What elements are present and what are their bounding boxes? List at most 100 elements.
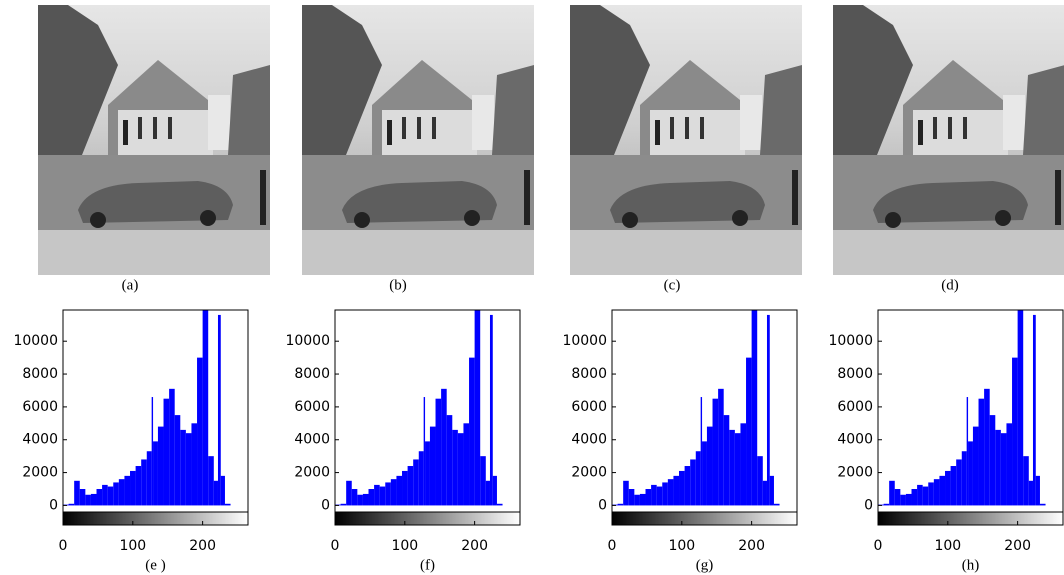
histogram-bar bbox=[939, 475, 946, 506]
histogram bbox=[612, 310, 780, 506]
x-tick-label: 200 bbox=[738, 538, 765, 554]
x-tick-label: 0 bbox=[331, 538, 340, 554]
y-tick-label: 10000 bbox=[562, 333, 607, 349]
histogram-bar bbox=[90, 493, 97, 506]
histogram-bar bbox=[905, 493, 912, 506]
histogram-bar bbox=[174, 415, 181, 506]
x-tick-label: 0 bbox=[608, 538, 617, 554]
histogram-bar bbox=[113, 482, 119, 506]
histogram-bar bbox=[679, 470, 685, 506]
histogram-bar bbox=[917, 484, 923, 506]
histogram-bar bbox=[480, 456, 486, 506]
y-tick-label: 2000 bbox=[837, 465, 873, 481]
histogram-bar bbox=[995, 429, 1001, 506]
histogram-bar bbox=[457, 433, 464, 506]
histogram-bar bbox=[146, 451, 152, 506]
image-caption: (d) bbox=[941, 277, 959, 293]
x-tick-label: 100 bbox=[934, 538, 961, 554]
histogram-bar bbox=[157, 426, 164, 506]
x-tick-label: 200 bbox=[1004, 538, 1031, 554]
histogram-bar bbox=[762, 480, 767, 506]
histogram-bar bbox=[474, 310, 481, 506]
histogram-bar bbox=[766, 314, 770, 506]
image-caption: (b) bbox=[389, 277, 407, 293]
histogram-bar bbox=[1012, 357, 1018, 506]
photo-d bbox=[833, 5, 1064, 275]
histogram-bar bbox=[956, 459, 962, 506]
histogram-bar bbox=[379, 486, 386, 506]
histogram-bar bbox=[220, 475, 225, 506]
y-tick-label: 6000 bbox=[837, 399, 873, 415]
y-tick-label: 4000 bbox=[22, 432, 58, 448]
histogram-bar bbox=[435, 398, 442, 506]
histogram-bar bbox=[118, 479, 125, 506]
y-tick-label: 10000 bbox=[13, 333, 58, 349]
histogram-bar bbox=[645, 489, 652, 506]
x-tick-label: 0 bbox=[59, 538, 68, 554]
colorbar bbox=[62, 511, 249, 526]
histogram-bar bbox=[639, 493, 646, 506]
histogram-bar bbox=[922, 486, 929, 506]
histogram-bar bbox=[357, 494, 363, 506]
histogram-bar bbox=[773, 503, 780, 506]
x-tick-label: 100 bbox=[119, 538, 146, 554]
y-tick-label: 2000 bbox=[294, 465, 330, 481]
histogram-bar bbox=[900, 494, 906, 506]
histogram-bar bbox=[452, 429, 458, 506]
image-caption: (a) bbox=[122, 277, 139, 293]
histogram-bar bbox=[667, 479, 674, 506]
histogram-bar bbox=[634, 494, 640, 506]
histogram-bar bbox=[407, 466, 414, 506]
y-tick-label: 8000 bbox=[22, 366, 58, 382]
histogram-bar bbox=[390, 479, 397, 506]
histogram-bar bbox=[989, 415, 996, 506]
histogram-bar bbox=[911, 489, 918, 506]
histogram-bar bbox=[85, 494, 91, 506]
histogram-bar bbox=[972, 426, 979, 506]
chart-caption: (f) bbox=[420, 557, 435, 573]
y-tick-label: 6000 bbox=[22, 399, 58, 415]
histogram-bar bbox=[933, 479, 940, 506]
histogram-bar bbox=[684, 466, 691, 506]
histogram-bar bbox=[202, 310, 209, 506]
histogram bbox=[335, 310, 503, 506]
histogram-bar bbox=[617, 503, 624, 506]
histogram-bar bbox=[700, 397, 703, 506]
histogram-bar bbox=[723, 415, 730, 506]
histogram-bar bbox=[706, 426, 713, 506]
y-tick-label: 4000 bbox=[837, 432, 873, 448]
histogram-bar bbox=[153, 441, 158, 506]
colorbar bbox=[611, 511, 798, 526]
histogram-bar bbox=[469, 357, 475, 506]
histogram-bar bbox=[690, 459, 696, 506]
y-tick-label: 0 bbox=[864, 497, 873, 513]
x-tick-label: 200 bbox=[461, 538, 488, 554]
y-tick-label: 6000 bbox=[571, 399, 607, 415]
photo-b bbox=[302, 5, 534, 275]
histogram-bar bbox=[74, 480, 80, 506]
histogram-bar bbox=[695, 451, 701, 506]
image-caption: (c) bbox=[664, 277, 681, 293]
y-tick-label: 10000 bbox=[828, 333, 873, 349]
histogram-bar bbox=[966, 397, 969, 506]
histogram-bar bbox=[102, 484, 108, 506]
histogram-bar bbox=[463, 423, 470, 506]
histogram-bar bbox=[1035, 475, 1040, 506]
histogram-bar bbox=[185, 433, 192, 506]
histogram-bar bbox=[197, 357, 203, 506]
histogram-bar bbox=[163, 398, 170, 506]
histogram-bar bbox=[751, 310, 758, 506]
histogram-bar bbox=[746, 357, 752, 506]
x-tick-label: 100 bbox=[391, 538, 418, 554]
histogram-bar bbox=[141, 459, 147, 506]
histogram-bar bbox=[224, 503, 231, 506]
x-tick-label: 0 bbox=[874, 538, 883, 554]
histogram-bar bbox=[978, 398, 985, 506]
histogram-bar bbox=[1023, 456, 1029, 506]
histogram-bar bbox=[385, 482, 391, 506]
histogram-bar bbox=[418, 451, 424, 506]
histogram-bar bbox=[702, 441, 707, 506]
histogram-bar bbox=[402, 470, 408, 506]
histogram-bar bbox=[135, 466, 142, 506]
